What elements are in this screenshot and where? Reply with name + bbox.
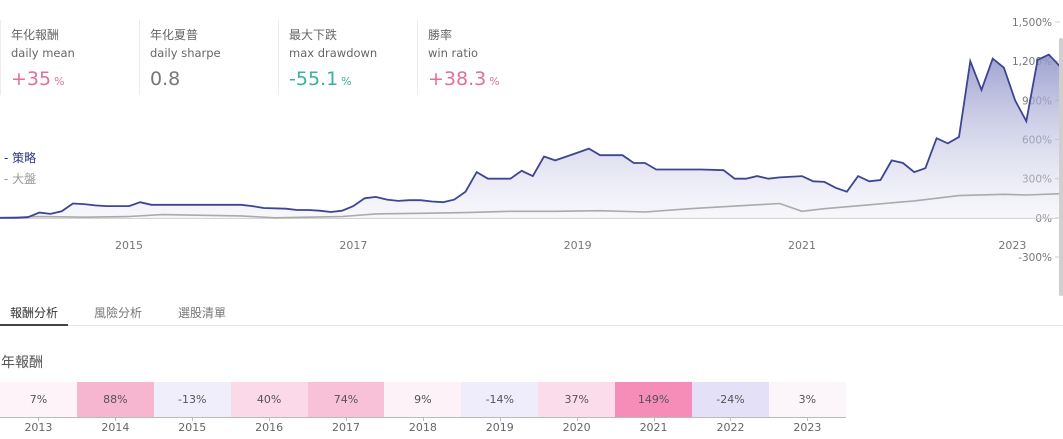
strategy-line [0, 53, 1061, 219]
year-label: 2013 [0, 417, 77, 438]
annual-year-axis: 2013 2014 2015 2016 2017 2018 2019 2020 2021 2022… [0, 417, 846, 438]
annual-return-cell: 9% [384, 382, 462, 417]
metric-daily-mean: 年化報酬 daily mean +35% [0, 20, 139, 95]
metric-label-en: max drawdown [289, 46, 378, 60]
metric-max-drawdown: 最大下跌 max drawdown -55.1% [278, 20, 417, 95]
performance-chart: 1,500%1,200%900%600%300%0%-300% 20152017… [0, 17, 1061, 264]
x-tick-label: 2017 [339, 239, 367, 252]
x-axis: 2015 2017 2019 2021 2023 [0, 217, 1058, 252]
scrollbar[interactable] [1059, 38, 1063, 296]
series-layer [0, 53, 1061, 219]
metric-win-ratio: 勝率 win ratio +38.3% [417, 20, 556, 95]
year-label: 2018 [384, 417, 461, 438]
metric-value: +35% [11, 68, 65, 90]
legend-market[interactable]: - 大盤 [4, 172, 37, 186]
metric-value: 0.8 [150, 68, 181, 90]
year-label: 2014 [77, 417, 154, 438]
annual-return-cell: 7% [0, 382, 77, 417]
metrics-bar: 年化報酬 daily mean +35% 年化夏普 daily sharpe 0… [0, 20, 556, 95]
annual-returns-table: 7% 88% -13% 40% 74% 9% -14% 37% 149% -24% 3% 2013 2… [0, 382, 846, 438]
x-tick-label: 2019 [564, 239, 592, 252]
annual-return-cell: 149% [615, 382, 693, 417]
analysis-tabs: 報酬分析 風險分析 選股清單 [0, 298, 1063, 326]
metric-label-en: daily mean [11, 46, 75, 60]
chart-legend: - 策略 - 大盤 [4, 148, 36, 190]
annual-return-cell: 3% [768, 382, 846, 417]
year-label: 2016 [231, 417, 308, 438]
metric-value: +38.3% [428, 68, 500, 90]
tab-risk-analysis[interactable]: 風險分析 [94, 306, 143, 320]
legend-strategy[interactable]: - 策略 [4, 151, 37, 165]
x-tick-label: 2015 [115, 239, 143, 252]
year-label: 2020 [538, 417, 615, 438]
metric-label-zh: 年化報酬 [11, 28, 60, 42]
section-title: 年報酬 [1, 355, 43, 371]
x-tick-label: 2021 [788, 239, 816, 252]
annual-return-cell: -13% [153, 382, 231, 417]
metric-daily-sharpe: 年化夏普 daily sharpe 0.8 [139, 20, 278, 95]
metric-label-en: daily sharpe [150, 46, 221, 60]
y-tick-label: -300% [1018, 252, 1052, 264]
annual-return-cell: -24% [692, 382, 769, 417]
metric-value: -55.1% [289, 68, 352, 90]
market-line [0, 192, 1061, 219]
annual-return-cell: 40% [230, 382, 308, 417]
year-label: 2015 [154, 417, 231, 438]
year-label: 2023 [769, 417, 846, 438]
year-label: 2017 [308, 417, 385, 438]
annual-return-cell: 37% [538, 382, 616, 417]
annual-return-cell: -14% [461, 382, 539, 417]
tab-return-analysis[interactable]: 報酬分析 [10, 306, 59, 320]
metric-label-zh: 年化夏普 [150, 28, 199, 42]
metric-label-zh: 最大下跌 [289, 28, 338, 42]
y-tick-label: 1,500% [1012, 17, 1052, 29]
metric-label-en: win ratio [428, 46, 479, 60]
year-label: 2019 [461, 417, 538, 438]
year-label: 2021 [615, 417, 692, 438]
x-tick-label: 2023 [998, 239, 1026, 252]
year-label: 2022 [692, 417, 769, 438]
annual-return-cell: 88% [76, 382, 154, 417]
active-tab-indicator [0, 324, 68, 326]
annual-return-cell: 74% [307, 382, 385, 417]
annual-return-cells: 7% 88% -13% 40% 74% 9% -14% 37% 149% -24% 3% [0, 382, 846, 418]
metric-label-zh: 勝率 [428, 28, 453, 42]
tab-stock-list[interactable]: 選股清單 [178, 306, 227, 320]
